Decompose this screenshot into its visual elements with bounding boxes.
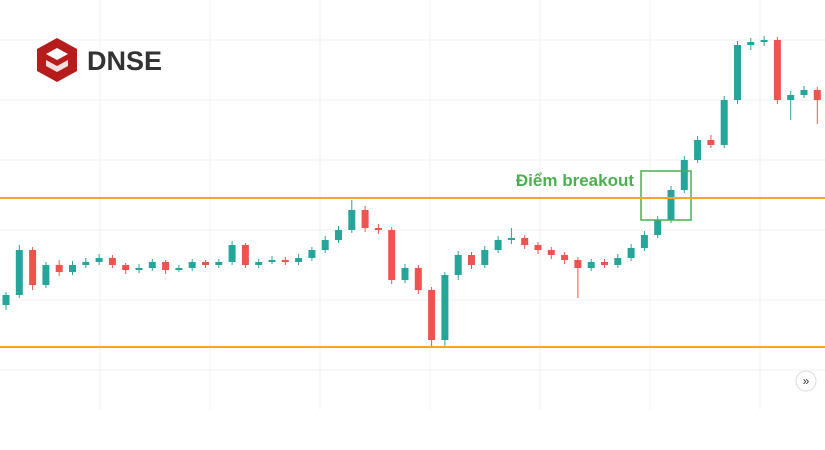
candle-body bbox=[82, 262, 90, 265]
candle-body bbox=[295, 258, 303, 262]
candle-body bbox=[95, 258, 103, 262]
candle-body bbox=[2, 295, 10, 305]
candles bbox=[2, 36, 821, 346]
candle-body bbox=[135, 268, 143, 270]
candle-body bbox=[335, 230, 342, 240]
candle-body bbox=[614, 258, 622, 265]
candle-body bbox=[561, 255, 569, 260]
candle-body bbox=[627, 248, 635, 258]
candle-body bbox=[55, 265, 63, 272]
candle-body bbox=[308, 250, 316, 258]
candle-body bbox=[601, 262, 608, 265]
annotation: Điểm breakout bbox=[516, 171, 634, 190]
candle-body bbox=[42, 265, 50, 285]
brand: DNSE bbox=[87, 46, 162, 76]
candle-body bbox=[720, 100, 728, 145]
candle-body bbox=[747, 42, 755, 45]
candle-body bbox=[587, 262, 595, 268]
candle-body bbox=[228, 245, 236, 262]
candle-body bbox=[428, 290, 436, 340]
candle-body bbox=[481, 250, 489, 265]
candle-body bbox=[29, 250, 37, 285]
candle-body bbox=[202, 262, 209, 265]
candle-body bbox=[108, 258, 116, 265]
logo: DNSE bbox=[37, 38, 162, 82]
candle-body bbox=[468, 255, 475, 265]
candle-body bbox=[215, 262, 223, 265]
candle-body bbox=[401, 268, 409, 280]
candle-body bbox=[175, 268, 183, 270]
candle-body bbox=[348, 210, 356, 230]
candle-body bbox=[188, 262, 196, 268]
candle-body bbox=[268, 260, 276, 262]
candle-body bbox=[441, 275, 449, 340]
candle-body bbox=[667, 190, 675, 220]
candle-body bbox=[15, 250, 23, 295]
candle-body bbox=[654, 220, 662, 235]
candle-body bbox=[787, 95, 795, 100]
candle-body bbox=[507, 238, 515, 240]
candle-body bbox=[534, 245, 542, 250]
candle-body bbox=[374, 228, 382, 230]
candle-body bbox=[680, 160, 688, 190]
candle-body bbox=[800, 90, 808, 95]
candle-body bbox=[640, 235, 648, 248]
candle-body bbox=[321, 240, 329, 250]
candle-body bbox=[707, 140, 715, 145]
candle-body bbox=[773, 40, 781, 100]
candle-body bbox=[813, 90, 821, 100]
candle-body bbox=[361, 210, 369, 228]
candle-body bbox=[255, 262, 263, 265]
breakout-box bbox=[640, 170, 692, 221]
candle-body bbox=[547, 250, 555, 255]
candle-body bbox=[760, 40, 768, 42]
candle-body bbox=[148, 262, 156, 268]
candle-body bbox=[694, 140, 702, 160]
candle-body bbox=[574, 260, 582, 268]
scroll-button[interactable]: » bbox=[795, 370, 817, 392]
candle-body bbox=[69, 265, 76, 272]
candle-body bbox=[388, 230, 396, 280]
candle-body bbox=[241, 245, 249, 265]
candle-body bbox=[734, 45, 741, 100]
candle-body bbox=[494, 240, 502, 250]
candle-body bbox=[414, 268, 422, 290]
svg-text:»: » bbox=[803, 374, 810, 388]
candle-body bbox=[454, 255, 462, 275]
candle-body bbox=[162, 262, 170, 270]
candle-body bbox=[122, 265, 130, 270]
candle-body bbox=[521, 238, 529, 245]
candle-body bbox=[281, 260, 289, 262]
